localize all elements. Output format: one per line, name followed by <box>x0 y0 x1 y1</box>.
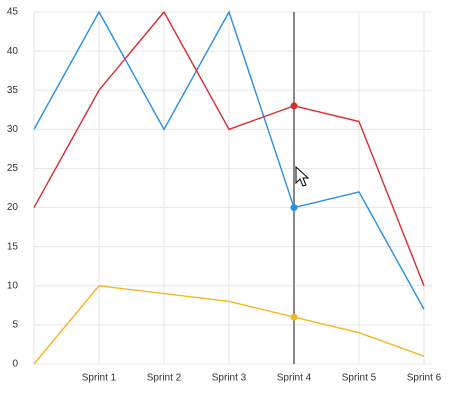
y-tick-label: 10 <box>7 280 19 291</box>
grid: 0 5 10 15 20 25 30 35 40 45 Sprint 1 Sprint 2 Sprint… <box>7 7 442 384</box>
x-tick-label: Sprint 4 <box>277 373 312 384</box>
y-tick-label: 25 <box>7 163 19 174</box>
y-tick-label: 5 <box>12 320 18 331</box>
series-line <box>33 10 425 310</box>
y-tick-label: 0 <box>12 359 18 370</box>
hover-point <box>290 204 298 212</box>
x-tick-label: Sprint 2 <box>147 373 182 384</box>
y-tick-label: 30 <box>7 124 19 135</box>
mouse-cursor <box>295 165 310 187</box>
hover-point <box>290 313 298 321</box>
plot <box>33 10 425 365</box>
series-line <box>33 285 425 365</box>
x-tick-label: Sprint 3 <box>212 373 247 384</box>
series-line <box>33 10 425 287</box>
hover-point <box>290 102 298 110</box>
x-tick-label: Sprint 6 <box>407 373 442 384</box>
y-tick-label: 35 <box>7 85 19 96</box>
y-tick-label: 15 <box>7 241 19 252</box>
y-tick-label: 40 <box>7 46 19 57</box>
y-tick-label: 45 <box>7 7 19 18</box>
x-tick-label: Sprint 5 <box>342 373 377 384</box>
x-tick-label: Sprint 1 <box>82 373 117 384</box>
y-tick-label: 20 <box>7 202 19 213</box>
